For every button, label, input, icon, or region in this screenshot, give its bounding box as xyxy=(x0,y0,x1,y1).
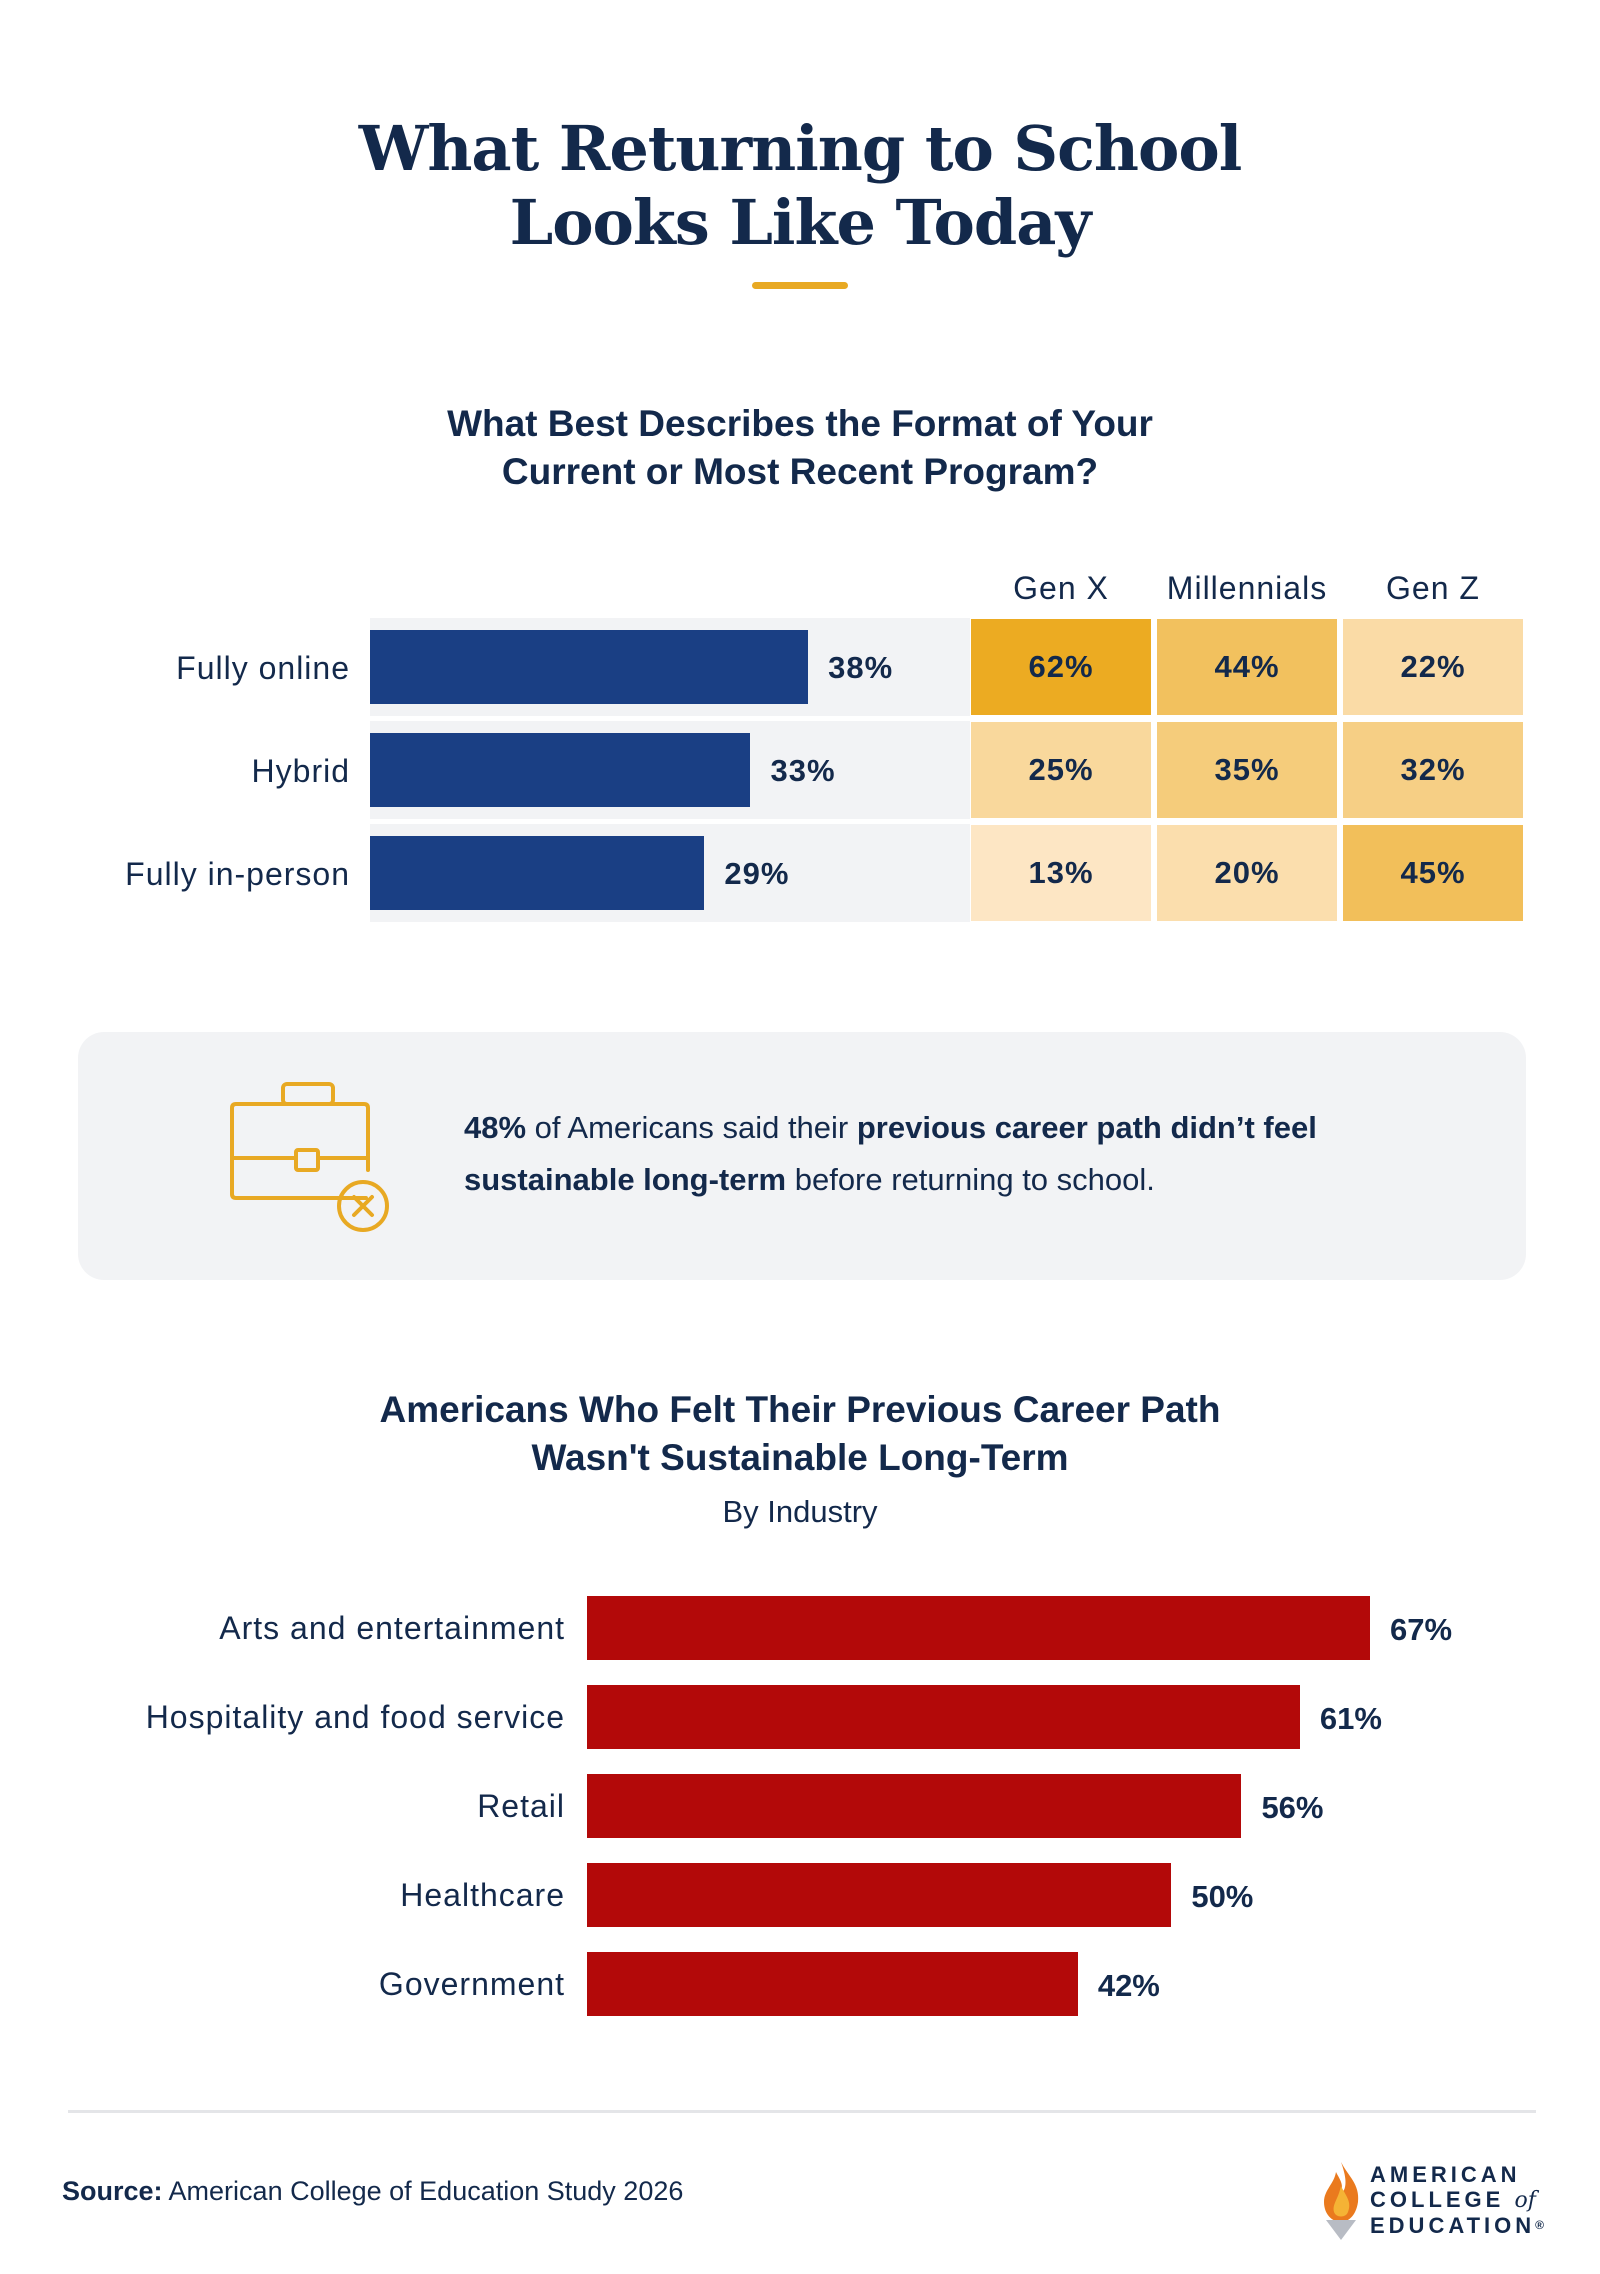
format-value-fully-in-person: 29% xyxy=(724,856,790,891)
heatmap-cell-hybrid-gen-x: 25% xyxy=(971,722,1151,818)
industry-value-government: 42% xyxy=(1097,1968,1160,2003)
heatmap-cell-fully-online-gen-x: 62% xyxy=(971,619,1151,715)
industry-value-retail: 56% xyxy=(1261,1790,1324,1825)
format-chart-title-line-1: What Best Describes the Format of Your xyxy=(447,403,1153,444)
logo-education: EDUCATION xyxy=(1370,2213,1536,2238)
format-chart-title-line-2: Current or Most Recent Program? xyxy=(501,451,1099,492)
logo-college: COLLEGE xyxy=(1370,2187,1505,2212)
heatmap-cell-fully-online-millennials: 44% xyxy=(1157,619,1337,715)
industry-chart-title: Americans Who Felt Their Previous Career… xyxy=(0,1386,1600,1482)
callout-bold-phrase: previous career path didn’t feel sustain… xyxy=(464,1110,1317,1197)
format-chart-title: What Best Describes the Format of Your C… xyxy=(0,400,1600,496)
callout-text: 48% of Americans said their previous car… xyxy=(464,1102,1424,1206)
industry-value-arts-and-entertainment: 67% xyxy=(1390,1612,1453,1647)
callout-text-before: of Americans said their xyxy=(526,1110,857,1145)
logo-line-1: AMERICAN xyxy=(1370,2162,1521,2187)
industry-value-hospitality-and-food-service: 61% xyxy=(1319,1701,1382,1736)
format-value-hybrid: 33% xyxy=(770,753,836,788)
format-bar-hybrid xyxy=(370,733,751,807)
source-note: Source: American College of Education St… xyxy=(62,2176,683,2207)
industry-chart-title-line-1: Americans Who Felt Their Previous Career… xyxy=(379,1389,1221,1430)
footer-divider xyxy=(68,2110,1536,2113)
industry-label-hospitality-and-food-service: Hospitality and food service xyxy=(145,1699,565,1735)
heatmap-cell-fully-online-gen-z: 22% xyxy=(1343,619,1523,715)
logo-line-2: COLLEGE of xyxy=(1370,2187,1544,2213)
source-text: American College of Education Study 2026 xyxy=(162,2176,684,2206)
industry-chart-subtitle: By Industry xyxy=(722,1494,878,1529)
college-logo-text: AMERICAN COLLEGE of EDUCATION® xyxy=(1370,2162,1544,2238)
industry-chart-title-line-2: Wasn't Sustainable Long-Term xyxy=(531,1437,1069,1478)
industry-bar-healthcare xyxy=(587,1863,1172,1927)
heatmap-cell-hybrid-gen-z: 32% xyxy=(1343,722,1523,818)
logo-line-3: EDUCATION® xyxy=(1370,2213,1544,2238)
page-title-line-2: Looks Like Today xyxy=(509,186,1092,259)
heatmap-cell-fully-in-person-gen-x: 13% xyxy=(971,825,1151,921)
industry-value-healthcare: 50% xyxy=(1191,1879,1254,1914)
briefcase-x-icon xyxy=(230,1082,389,1232)
industry-bar-government xyxy=(587,1952,1078,2016)
heatmap-cell-hybrid-millennials: 35% xyxy=(1157,722,1337,818)
heatmap-header-gen-x: Gen X xyxy=(1013,570,1109,606)
page-title: What Returning to School Looks Like Toda… xyxy=(0,112,1600,260)
page-title-line-1: What Returning to School xyxy=(358,112,1243,185)
flame-logo-icon xyxy=(1324,2162,1359,2240)
heatmap-header-gen-z: Gen Z xyxy=(1386,570,1480,606)
format-bar-fully-online xyxy=(370,630,809,704)
format-label-hybrid: Hybrid xyxy=(251,753,350,789)
callout-stat: 48% xyxy=(464,1110,527,1145)
source-label: Source: xyxy=(62,2176,163,2206)
heatmap-cell-fully-in-person-millennials: 20% xyxy=(1157,825,1337,921)
logo-of: of xyxy=(1514,2188,1536,2213)
industry-label-healthcare: Healthcare xyxy=(400,1877,565,1913)
callout-text-after: before returning to school. xyxy=(786,1162,1155,1197)
format-label-fully-in-person: Fully in-person xyxy=(125,856,350,892)
industry-bar-arts-and-entertainment xyxy=(587,1596,1370,1660)
logo-registered-mark: ® xyxy=(1535,2218,1544,2232)
industry-bar-hospitality-and-food-service xyxy=(587,1685,1300,1749)
industry-bar-retail xyxy=(587,1774,1242,1838)
format-bar-fully-in-person xyxy=(370,836,705,910)
heatmap-cell-fully-in-person-gen-z: 45% xyxy=(1343,825,1523,921)
title-underline xyxy=(752,282,848,289)
format-value-fully-online: 38% xyxy=(828,650,894,685)
industry-label-arts-and-entertainment: Arts and entertainment xyxy=(219,1610,565,1646)
format-label-fully-online: Fully online xyxy=(176,650,350,686)
industry-label-government: Government xyxy=(378,1966,565,2002)
heatmap-header-millennials: Millennials xyxy=(1166,570,1328,606)
industry-label-retail: Retail xyxy=(477,1788,565,1824)
